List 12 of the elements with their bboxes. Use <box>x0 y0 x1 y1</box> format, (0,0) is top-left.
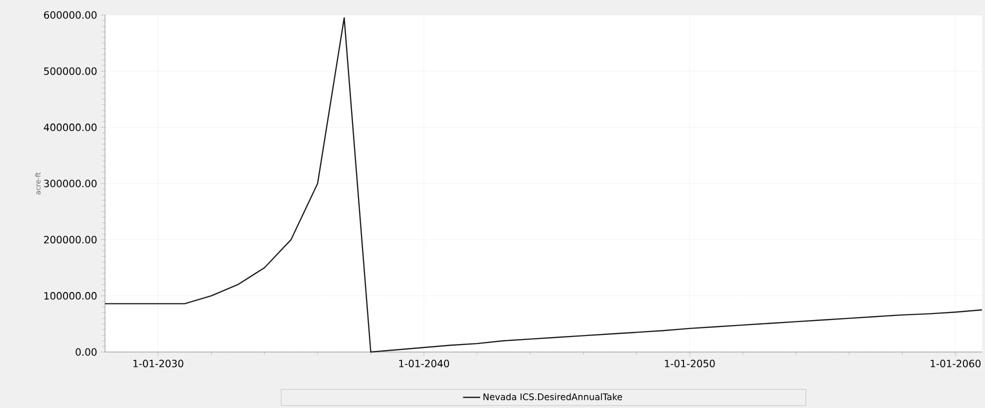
x-tick-label: 1-01-2030 <box>133 360 184 368</box>
legend-label: Nevada ICS.DesiredAnnualTake <box>484 393 622 400</box>
y-tick-label: 200000.00 <box>44 236 97 244</box>
y-tick-label: 0.00 <box>76 348 97 356</box>
y-tick-label: 400000.00 <box>44 124 97 132</box>
y-tick-label: 500000.00 <box>44 67 97 75</box>
y-tick-label: 600000.00 <box>44 11 97 19</box>
x-tick-label: 1-01-2060 <box>930 360 981 368</box>
x-tick-label: 1-01-2050 <box>664 360 715 368</box>
x-tick-label: 1-01-2040 <box>399 360 450 368</box>
y-tick-label: 300000.00 <box>44 180 97 188</box>
y-tick-label: 100000.00 <box>44 292 97 300</box>
